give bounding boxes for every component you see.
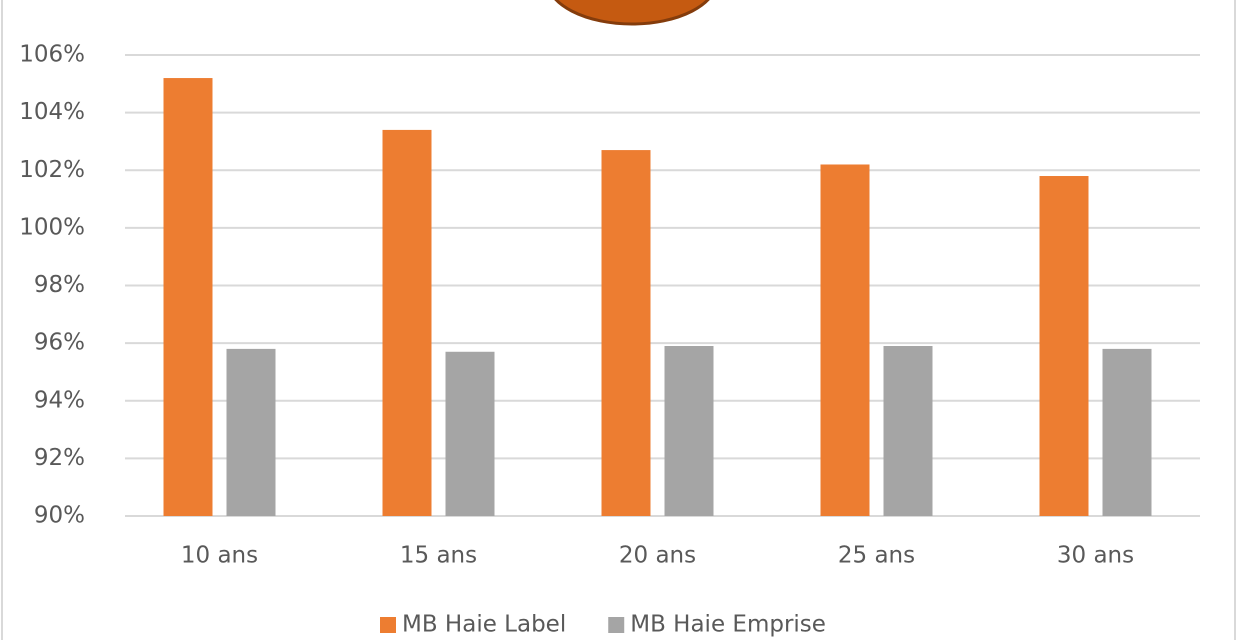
bar — [226, 348, 276, 516]
y-tick-label: 102% — [19, 157, 85, 183]
x-tick-label: 15 ans — [400, 543, 477, 569]
y-tick-label: 90% — [34, 503, 85, 529]
x-tick-label: 10 ans — [181, 543, 258, 569]
y-tick-label: 100% — [19, 214, 85, 240]
legend-label: MB Haie Label — [402, 612, 566, 638]
y-tick-label: 98% — [34, 272, 85, 298]
y-tick-label: 96% — [34, 330, 85, 356]
y-tick-label: 92% — [34, 445, 85, 471]
bar — [1039, 176, 1089, 516]
y-tick-label: 94% — [34, 387, 85, 413]
bar — [445, 351, 495, 516]
bar — [601, 150, 651, 517]
legend-swatch — [380, 617, 396, 633]
legend-label: MB Haie Emprise — [630, 612, 826, 638]
bar — [664, 346, 714, 516]
y-tick-label: 104% — [19, 99, 85, 125]
bar — [163, 78, 213, 517]
x-tick-label: 25 ans — [838, 543, 915, 569]
y-tick-label: 106% — [19, 42, 85, 68]
x-tick-label: 30 ans — [1057, 543, 1134, 569]
bar — [1102, 348, 1152, 516]
decoration — [554, 0, 710, 26]
x-tick-label: 20 ans — [619, 543, 696, 569]
bar — [382, 129, 432, 516]
legend-swatch — [608, 617, 625, 633]
bar — [820, 164, 870, 517]
bar — [883, 346, 933, 516]
